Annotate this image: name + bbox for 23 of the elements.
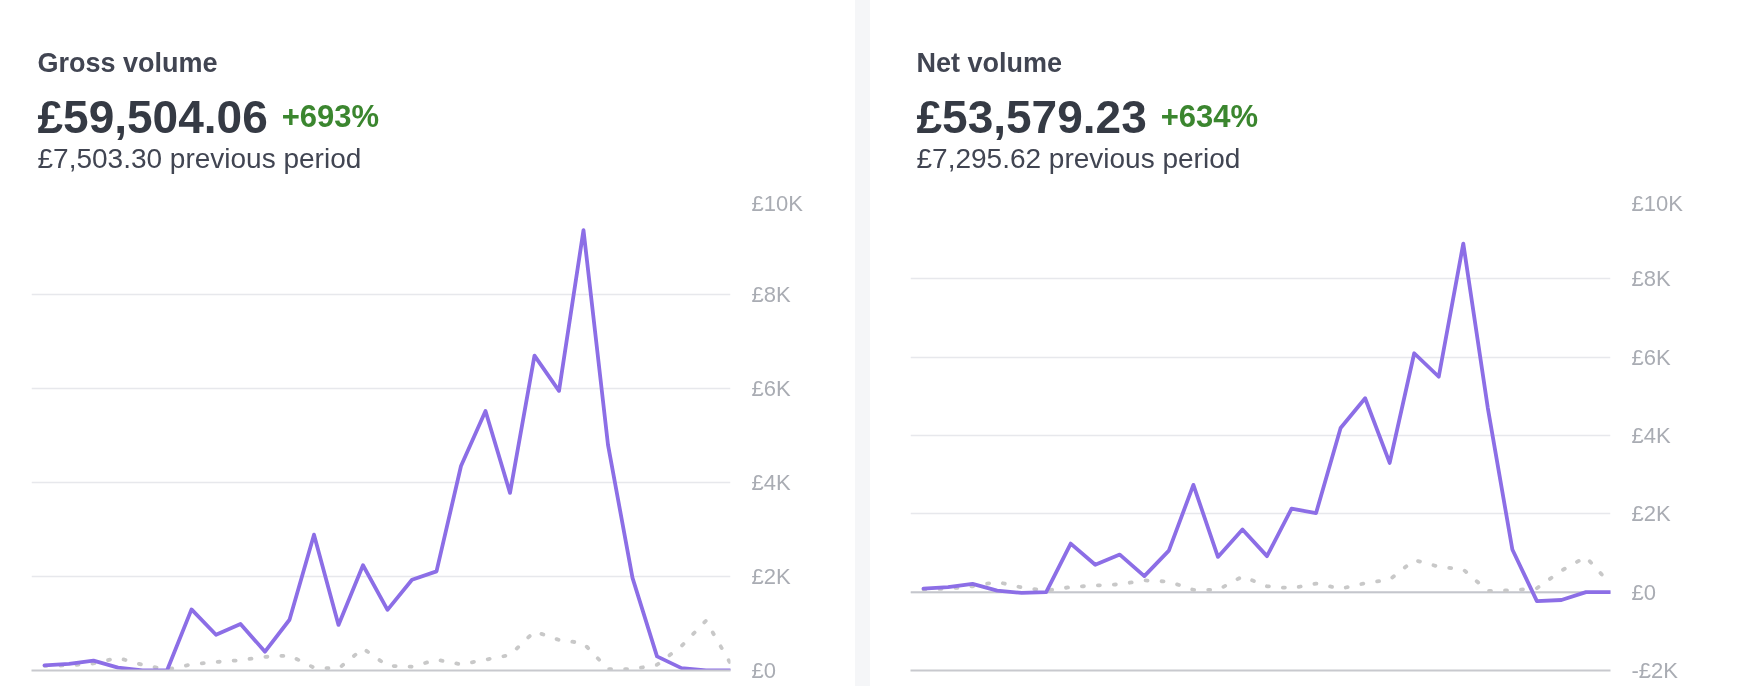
y-tick-label: £6K <box>1631 344 1671 370</box>
y-tick-label: £0 <box>1631 579 1656 605</box>
text: £7,295.62 previous period <box>916 143 1241 174</box>
y-tick-label: £10K <box>751 190 804 216</box>
y-tick-label: £0 <box>751 658 776 683</box>
y-tick-label: £2K <box>751 564 791 589</box>
y-tick-label: £2K <box>1631 501 1671 527</box>
text: £7,503.30 previous period <box>37 143 362 174</box>
y-tick-label: £8K <box>1631 266 1671 292</box>
chart-title: Net volume <box>916 47 1063 78</box>
y-tick-label: £4K <box>1631 423 1671 448</box>
text: +693% <box>281 99 380 134</box>
text: +634% <box>1160 99 1259 134</box>
line-series <box>42 228 731 671</box>
y-tick-label: -£2K <box>1631 658 1679 683</box>
y-tick-label: £8K <box>751 282 791 307</box>
chart-subtitle: £53,579.23 <box>916 90 1147 143</box>
chart-subtitle: £59,504.06 <box>37 90 268 143</box>
line-series <box>921 241 1611 604</box>
y-tick-label: £10K <box>1631 190 1684 216</box>
chart-title: Gross volume <box>37 47 218 78</box>
y-tick-label: £6K <box>751 376 791 401</box>
y-tick-label: £4K <box>751 470 791 495</box>
